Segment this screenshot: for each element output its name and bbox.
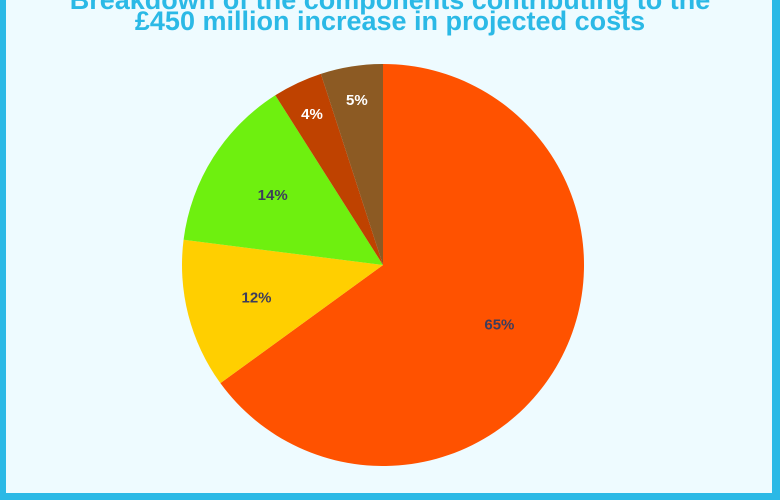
pie-slice-4pct bbox=[275, 73, 383, 265]
slice-label-4pct: 4% bbox=[301, 106, 323, 123]
slice-label-5pct: 5% bbox=[346, 92, 368, 109]
slice-label-12pct: 12% bbox=[241, 290, 271, 307]
pie-slice-5pct bbox=[320, 64, 383, 265]
chart-title: £450 million increase in projected costs bbox=[134, 6, 646, 36]
chart-title-line-1: Breakdown of the components contributing… bbox=[69, 0, 711, 15]
pie-slice-12pct bbox=[181, 239, 383, 384]
pie-slice-14pct bbox=[183, 95, 383, 265]
pie-slice-65pct bbox=[220, 64, 585, 467]
slice-label-14pct: 14% bbox=[258, 187, 288, 204]
slice-label-65pct: 65% bbox=[484, 316, 514, 333]
